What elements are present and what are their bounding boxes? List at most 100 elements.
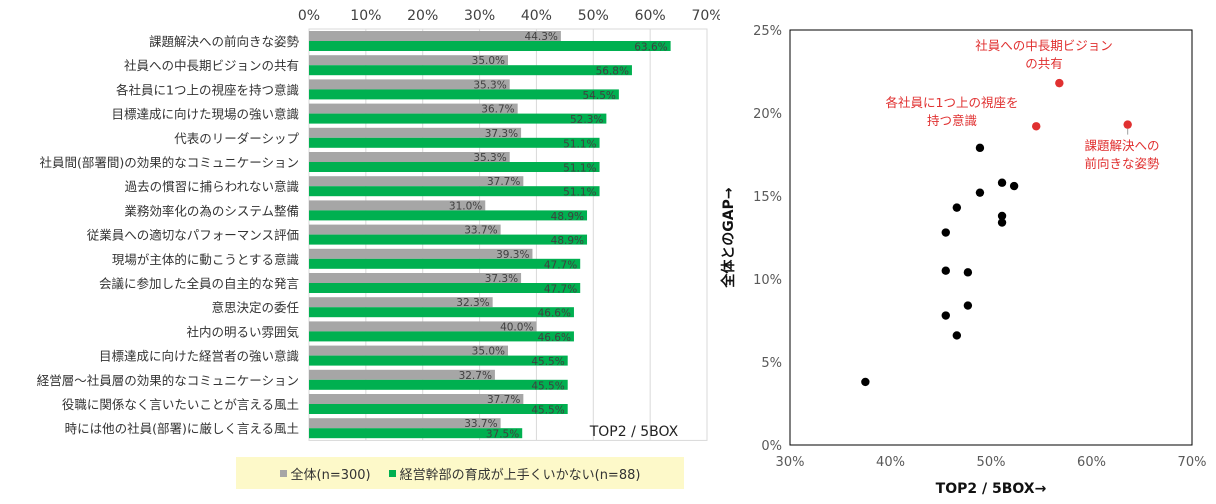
legend-swatch-target <box>388 469 396 477</box>
bar-target <box>309 41 671 51</box>
bar-x-tick-label: 40% <box>521 8 552 24</box>
scatter-annotation-line: 持つ意識 <box>927 113 977 128</box>
bar-overall <box>309 224 501 235</box>
bar-target <box>309 428 523 439</box>
bar-overall-value-label: 37.3% <box>485 128 518 140</box>
scatter-annotation: 課題解決への前向きな姿勢 <box>1084 138 1160 171</box>
bar-category-label: 時には他の社員(部署)に厳しく言える風土 <box>65 421 299 436</box>
bar-x-tick-label: 30% <box>464 8 495 24</box>
bar-overall <box>309 321 537 332</box>
scatter-chart: 30% 40% 50% 60% 70% 0% 5% 10% 15% 20% 25% TOP2 / 5B… <box>720 0 1216 500</box>
scatter-annotation-line: 社員への中長期ビジョン <box>975 38 1113 53</box>
bar-target <box>309 65 632 76</box>
bar-overall-value-label: 37.7% <box>487 394 520 406</box>
bar-target <box>309 331 574 342</box>
scatter-x-tick-label: 60% <box>1077 455 1106 470</box>
bar-target-value-label: 52.3% <box>570 114 603 126</box>
bar-overall <box>309 418 501 429</box>
bar-overall <box>309 152 510 162</box>
bar-target <box>309 307 574 318</box>
scatter-y-axis-label: 全体とのGAP→ <box>720 187 737 288</box>
scatter-y-tick-label: 25% <box>753 24 782 39</box>
bar-target-value-label: 54.5% <box>583 90 616 102</box>
scatter-y-tick-label: 20% <box>753 107 782 122</box>
bar-overall-value-label: 35.0% <box>472 55 505 67</box>
scatter-y-tick-label: 5% <box>761 356 782 371</box>
bar-x-tick-label: 50% <box>578 8 609 24</box>
scatter-point <box>952 331 962 340</box>
legend-label-overall: 全体(n=300) <box>290 467 371 483</box>
bar-category-label: 現場が主体的に動こうとする意識 <box>112 252 299 267</box>
scatter-x-axis-label: TOP2 / 5BOX→ <box>936 481 1047 497</box>
bar-overall-value-label: 35.3% <box>473 152 506 164</box>
bar-overall <box>309 127 522 138</box>
bar-target-value-label: 45.5% <box>531 380 564 392</box>
legend-item-overall: 全体(n=300) <box>279 464 371 483</box>
bar-overall-value-label: 33.7% <box>464 418 497 430</box>
scatter-point-highlight <box>1032 122 1041 131</box>
bar-target-value-label: 51.1% <box>563 163 596 175</box>
scatter-point <box>997 211 1007 221</box>
bar-target-value-label: 51.1% <box>563 187 596 199</box>
scatter-point-highlight <box>1055 78 1064 88</box>
bar-overall-value-label: 37.3% <box>485 273 518 285</box>
bar-target <box>309 186 600 197</box>
scatter-annotation-line: の共有 <box>1025 56 1063 71</box>
scatter-plot-area <box>789 29 1193 446</box>
bar-target-value-label: 46.6% <box>538 332 571 344</box>
bar-target-value-label: 47.7% <box>544 284 577 296</box>
bar-target <box>309 404 568 414</box>
scatter-y-tick-label: 10% <box>753 273 782 288</box>
bar-overall-value-label: 36.7% <box>481 104 514 116</box>
bar-overall <box>309 248 533 259</box>
scatter-annotation: 社員への中長期ビジョンの共有 <box>975 38 1113 71</box>
scatter-point <box>963 301 973 310</box>
scatter-y-tick-label: 15% <box>753 190 782 205</box>
bar-overall-value-label: 32.7% <box>459 370 492 382</box>
bar-overall <box>309 273 522 283</box>
bar-annotation: TOP2 / 5BOX <box>589 424 679 440</box>
scatter-point <box>861 377 870 387</box>
bar-x-tick-label: 10% <box>350 8 381 24</box>
legend-item-target: 経営幹部の育成が上手くいかない(n=88) <box>388 464 641 483</box>
bar-target-value-label: 48.9% <box>551 211 584 223</box>
bar-x-tick-label: 20% <box>407 8 438 24</box>
bar-target <box>309 258 581 269</box>
bar-target <box>309 283 581 293</box>
scatter-annotation-line: 課題解決への <box>1084 138 1159 153</box>
bar-target <box>309 89 619 100</box>
scatter-x-tick-label: 70% <box>1178 455 1207 470</box>
scatter-point <box>952 203 962 212</box>
bar-overall-value-label: 39.3% <box>496 249 529 261</box>
bar-overall-value-label: 32.3% <box>456 297 489 309</box>
bar-target-value-label: 46.6% <box>538 308 571 320</box>
bar-overall <box>309 394 524 404</box>
bar-overall-value-label: 40.0% <box>500 321 533 333</box>
bar-overall <box>309 345 508 356</box>
bar-target <box>309 137 600 148</box>
scatter-point <box>941 228 950 237</box>
bar-category-label: 従業員への適切なパフォーマンス評価 <box>87 228 299 243</box>
bar-category-label: 役職に関係なく言いたいことが言える風土 <box>62 397 299 412</box>
scatter-point <box>941 311 950 320</box>
bar-overall <box>309 103 518 114</box>
bar-target <box>309 234 588 245</box>
legend-label-target: 経営幹部の育成が上手くいかない(n=88) <box>399 467 641 483</box>
bar-category-label: 意思決定の委任 <box>211 300 299 315</box>
scatter-point <box>1009 181 1019 191</box>
bar-overall-value-label: 33.7% <box>464 225 497 237</box>
bar-target-value-label: 37.5% <box>486 429 519 441</box>
bar-overall <box>309 55 508 66</box>
scatter-chart-svg: 30% 40% 50% 60% 70% 0% 5% 10% 15% 20% 25% TOP2 / 5B… <box>720 24 1207 497</box>
scatter-point-highlight <box>1123 120 1132 129</box>
bar-category-label: 経営層～社員層の効果的なコミュニケーション <box>37 373 299 388</box>
legend-swatch-overall <box>279 469 287 477</box>
bar-target <box>309 162 600 172</box>
bar-category-label: 会議に参加した全員の自主的な発言 <box>99 276 299 291</box>
bar-target-value-label: 45.5% <box>531 405 564 417</box>
bar-target-value-label: 56.8% <box>596 66 629 78</box>
bar-overall <box>309 200 486 211</box>
scatter-annotation-line: 前向きな姿勢 <box>1084 156 1160 171</box>
bar-target-value-label: 63.6% <box>634 42 667 54</box>
bar-x-tick-label: 70% <box>691 8 720 24</box>
